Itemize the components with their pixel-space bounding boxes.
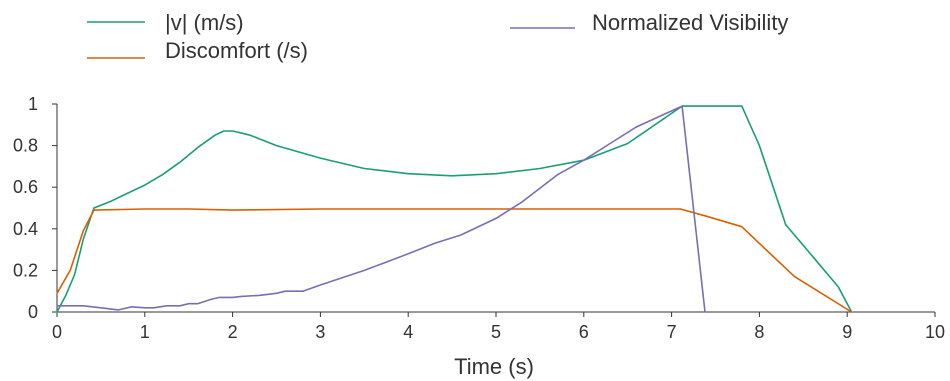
y-tick-label: 0.2 <box>13 260 38 280</box>
x-tick-label: 2 <box>228 322 238 342</box>
series-line-velocity <box>56 105 853 313</box>
legend: |v| (m/s) Discomfort (/s) Normalized Vis… <box>87 10 788 63</box>
y-tick-label: 0 <box>28 302 38 322</box>
series-line-discomfort <box>56 208 853 313</box>
y-tick-label: 0.8 <box>13 136 38 156</box>
x-axis-ticks: 0 1 2 3 4 5 6 7 8 9 10 <box>52 312 945 342</box>
x-tick-label: 1 <box>140 322 150 342</box>
y-axis-ticks: 0 0.2 0.4 0.6 0.8 1 <box>13 94 57 322</box>
x-tick-label: 0 <box>52 322 62 342</box>
x-tick-label: 8 <box>754 322 764 342</box>
x-tick-label: 10 <box>925 322 945 342</box>
legend-label-discomfort: Discomfort (/s) <box>165 38 308 63</box>
series-lines <box>56 105 853 313</box>
axes <box>56 104 935 313</box>
x-tick-label: 9 <box>842 322 852 342</box>
y-tick-label: 0.6 <box>13 177 38 197</box>
x-axis-title: Time (s) <box>454 354 534 379</box>
y-tick-label: 1 <box>28 94 38 114</box>
x-tick-label: 7 <box>667 322 677 342</box>
x-tick-label: 3 <box>315 322 325 342</box>
x-tick-label: 5 <box>491 322 501 342</box>
x-tick-label: 6 <box>579 322 589 342</box>
x-tick-label: 4 <box>403 322 413 342</box>
legend-label-visibility: Normalized Visibility <box>592 10 788 35</box>
series-line-visibility <box>56 105 706 313</box>
y-tick-label: 0.4 <box>13 219 38 239</box>
legend-label-velocity: |v| (m/s) <box>165 10 244 35</box>
